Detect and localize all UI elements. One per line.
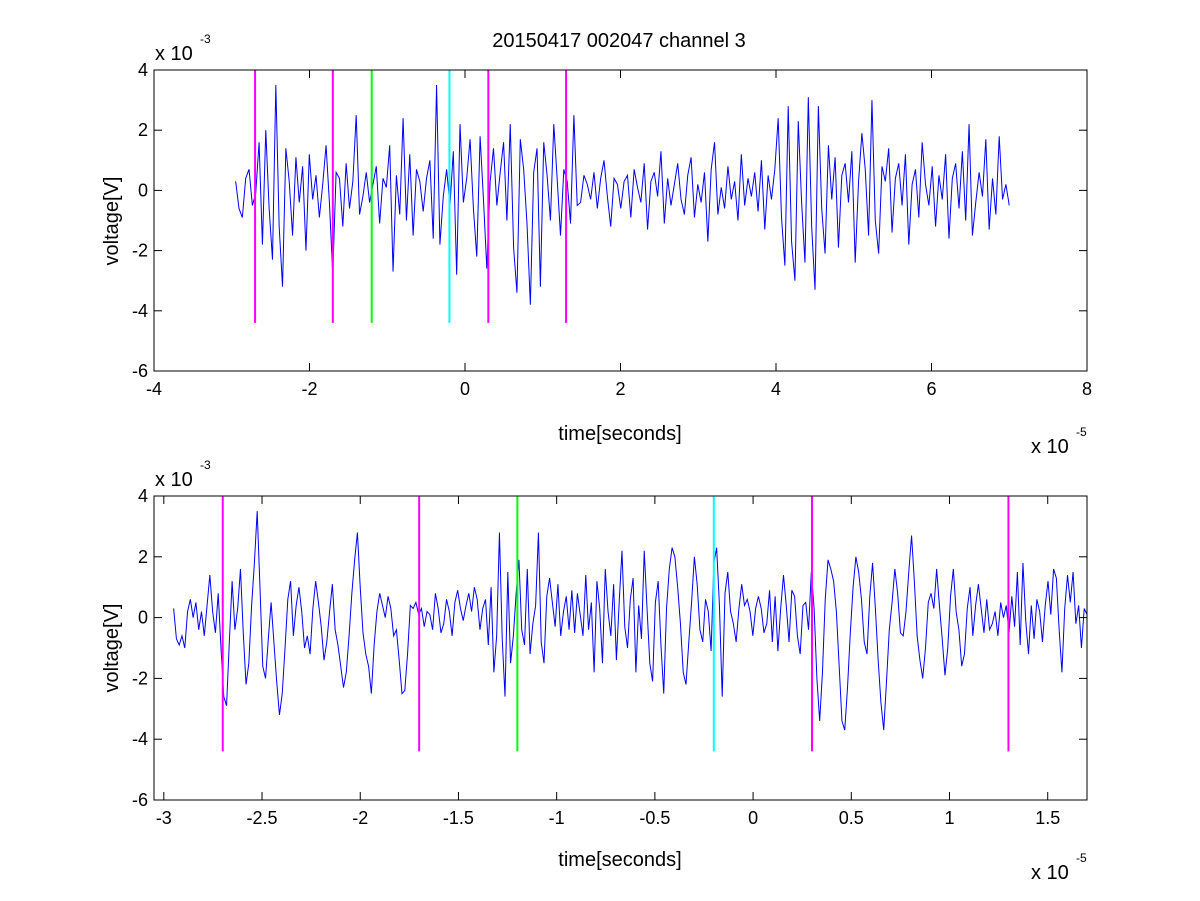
y-multiplier-power-top: -3 bbox=[200, 32, 211, 46]
plot-area-bottom bbox=[173, 496, 1088, 752]
x-tick-label-bottom: -0.5 bbox=[639, 808, 670, 828]
y-tick-label-bottom: -4 bbox=[132, 729, 148, 749]
axes-box-bottom bbox=[153, 495, 1088, 801]
x-tick-label-bottom: 1 bbox=[944, 808, 954, 828]
x-tick-label-bottom: 0.5 bbox=[839, 808, 864, 828]
axes-bottom: -6 -4 -2 0 2 4 -3 -2.5 -2 -1.5 -1 -0.5 0 0.5 1 1.5 vol… bbox=[101, 458, 1088, 884]
x-tick-label-bottom: -3 bbox=[156, 808, 172, 828]
y-multiplier-top: x 10 bbox=[155, 43, 193, 65]
y-axis-label-top: voltage[V] bbox=[101, 177, 123, 266]
x-tick-label-top: -2 bbox=[301, 379, 317, 399]
x-ticks-top: -4 -2 0 2 4 6 8 bbox=[146, 70, 1092, 399]
signal-line-top-0 bbox=[235, 85, 1010, 305]
y-tick-label-bottom: 0 bbox=[138, 608, 148, 628]
y-tick-label-bottom: 2 bbox=[138, 547, 148, 567]
y-tick-label-top: -6 bbox=[132, 361, 148, 381]
y-multiplier-power-bottom: -3 bbox=[200, 458, 211, 472]
x-tick-label-top: 0 bbox=[460, 379, 470, 399]
x-tick-label-bottom: -2 bbox=[352, 808, 368, 828]
figure-title: 20150417 002047 channel 3 bbox=[492, 30, 746, 52]
y-tick-label-bottom: 4 bbox=[138, 486, 148, 506]
signal-line-bottom-0 bbox=[173, 511, 1088, 731]
x-tick-label-top: -4 bbox=[146, 379, 162, 399]
x-tick-label-bottom: 0 bbox=[748, 808, 758, 828]
x-axis-label-top: time[seconds] bbox=[558, 423, 681, 445]
x-tick-label-bottom: -1.5 bbox=[443, 808, 474, 828]
y-tick-label-top: 2 bbox=[138, 120, 148, 140]
x-multiplier-bottom: x 10 bbox=[1031, 862, 1069, 884]
x-tick-label-top: 2 bbox=[615, 379, 625, 399]
y-ticks-top: -6 -4 -2 0 2 4 bbox=[132, 60, 1087, 381]
x-tick-label-bottom: -1 bbox=[549, 808, 565, 828]
y-tick-label-bottom: -6 bbox=[132, 790, 148, 810]
x-tick-label-top: 8 bbox=[1082, 379, 1092, 399]
x-ticks-bottom: -3 -2.5 -2 -1.5 -1 -0.5 0 0.5 1 1.5 bbox=[156, 496, 1060, 828]
x-tick-label-top: 6 bbox=[926, 379, 936, 399]
x-tick-label-top: 4 bbox=[771, 379, 781, 399]
x-multiplier-power-bottom: -5 bbox=[1076, 851, 1087, 865]
y-tick-label-bottom: -2 bbox=[132, 668, 148, 688]
y-tick-label-top: 0 bbox=[138, 180, 148, 200]
x-axis-label-bottom: time[seconds] bbox=[558, 849, 681, 871]
x-tick-label-bottom: -2.5 bbox=[247, 808, 278, 828]
y-tick-label-top: -4 bbox=[132, 301, 148, 321]
y-multiplier-bottom: x 10 bbox=[155, 469, 193, 491]
x-multiplier-top: x 10 bbox=[1031, 436, 1069, 458]
x-tick-label-bottom: 1.5 bbox=[1035, 808, 1060, 828]
y-tick-label-top: -2 bbox=[132, 241, 148, 261]
y-ticks-bottom: -6 -4 -2 0 2 4 bbox=[132, 486, 1087, 810]
y-axis-label-bottom: voltage[V] bbox=[101, 604, 123, 693]
plot-area-top bbox=[235, 70, 1010, 323]
y-tick-label-top: 4 bbox=[138, 60, 148, 80]
x-multiplier-power-top: -5 bbox=[1076, 425, 1087, 439]
